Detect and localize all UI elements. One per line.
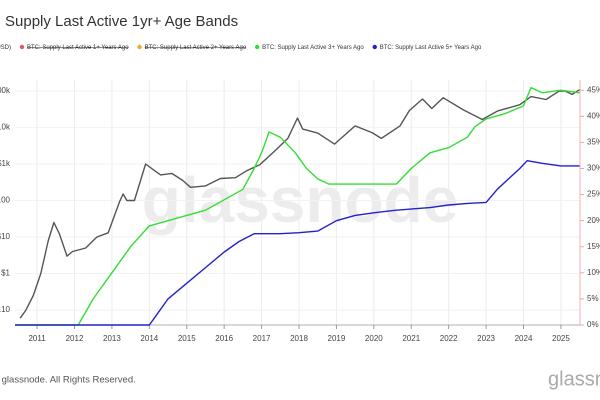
- y2-tick-label: 35%: [587, 138, 600, 147]
- y-tick-label: $100: [0, 196, 11, 205]
- y-tick-label: $0.10: [0, 305, 11, 314]
- chart-title: Supply Last Active 1yr+ Age Bands: [5, 13, 238, 30]
- y-tick-label: $1: [1, 269, 10, 278]
- y-tick-label: $10k: [0, 123, 11, 132]
- legend-marker: [254, 44, 260, 50]
- x-tick-label: 2015: [178, 334, 196, 343]
- x-tick-label: 2013: [103, 334, 121, 343]
- legend-label: BTC: Supply Last Active 5+ Years Ago: [380, 45, 482, 51]
- legend-label: BTC: Supply Last Active 1+ Years Ago: [27, 45, 129, 51]
- series-line: [15, 160, 580, 326]
- watermark: glassnode: [142, 164, 459, 236]
- y2-tick-label: 45%: [587, 85, 600, 94]
- y2-tick-label: 30%: [587, 164, 600, 173]
- logo: glassnode: [548, 368, 600, 390]
- footer: © glassnode. All Rights Reserved.: [0, 375, 136, 386]
- x-tick-label: 2023: [477, 334, 495, 343]
- x-tick-label: 2024: [515, 334, 533, 343]
- x-tick-label: 2022: [440, 334, 458, 343]
- legend-label: BTC: Price (USD): [0, 45, 11, 51]
- x-tick-label: 2021: [402, 334, 420, 343]
- y2-tick-label: 15%: [587, 242, 600, 251]
- x-tick-label: 2014: [140, 334, 158, 343]
- x-tick-label: 2019: [328, 334, 346, 343]
- y-tick-label: $1k: [0, 159, 11, 168]
- x-tick-label: 2020: [365, 334, 383, 343]
- y2-tick-label: 20%: [587, 216, 600, 225]
- y2-tick-label: 25%: [587, 190, 600, 199]
- x-tick-label: 2025: [552, 334, 570, 343]
- legend-marker: [137, 44, 142, 50]
- legend-marker: [372, 44, 377, 50]
- series-line: [19, 89, 580, 319]
- y-tick-label: $100k: [0, 86, 11, 95]
- x-tick-label: 2012: [66, 334, 84, 343]
- y-tick-label: $10: [0, 232, 11, 241]
- x-tick-label: 2016: [215, 334, 233, 343]
- x-tick-label: 2011: [28, 334, 46, 343]
- y2-tick-label: 0%: [587, 320, 599, 329]
- legend-label: BTC: Supply Last Active 2+ Years Ago: [145, 45, 247, 51]
- legend-marker: [19, 44, 25, 50]
- x-tick-label: 2017: [253, 334, 271, 343]
- series-line: [15, 86, 580, 326]
- legend-label: BTC: Supply Last Active 3+ Years Ago: [262, 45, 364, 51]
- x-tick-label: 2018: [290, 334, 308, 343]
- y2-tick-label: 40%: [587, 111, 600, 120]
- y2-tick-label: 5%: [587, 294, 599, 303]
- y2-tick-label: 10%: [587, 268, 600, 277]
